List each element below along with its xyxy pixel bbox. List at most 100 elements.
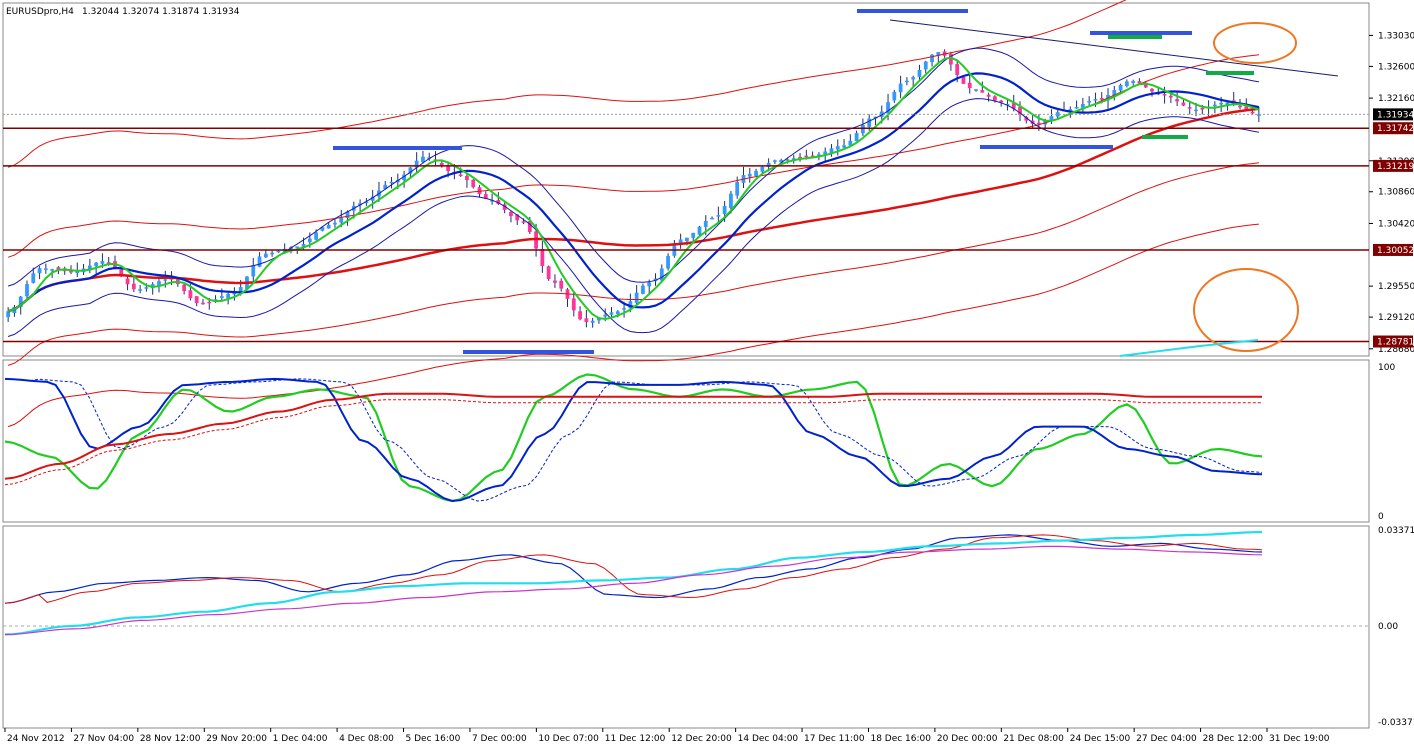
bull-candle bbox=[861, 124, 865, 134]
bull-candle bbox=[383, 184, 388, 190]
bull-candle bbox=[842, 145, 846, 148]
bear-candle bbox=[502, 204, 507, 210]
bull-candle bbox=[1055, 112, 1060, 117]
bull-candle bbox=[421, 156, 425, 163]
bull-candle bbox=[779, 159, 784, 163]
candles bbox=[6, 49, 1261, 328]
bear-candle bbox=[986, 94, 991, 97]
stochastic-green-line bbox=[4, 373, 1263, 503]
bear-candle bbox=[1187, 107, 1192, 109]
stochastic-signal-line bbox=[4, 378, 1263, 502]
bull-candle bbox=[766, 162, 771, 167]
bull-candle bbox=[716, 215, 721, 217]
bull-candle bbox=[251, 265, 256, 277]
bear-candle bbox=[1137, 81, 1142, 84]
bear-candle bbox=[1238, 105, 1242, 108]
price-level-box bbox=[1373, 335, 1413, 348]
oscillator-magenta-line bbox=[4, 545, 1263, 636]
oscillator-red-line bbox=[4, 534, 1263, 604]
stochastic-red-dashed-line bbox=[4, 399, 1262, 486]
bull-candle bbox=[892, 91, 897, 101]
bear-candle bbox=[578, 311, 582, 320]
bull-candle bbox=[144, 287, 149, 289]
bull-candle bbox=[307, 238, 312, 243]
bull-candle bbox=[226, 293, 231, 299]
price-level-box bbox=[1373, 159, 1413, 172]
bear-candle bbox=[1143, 82, 1148, 88]
bull-candle bbox=[917, 69, 922, 77]
bear-candle bbox=[119, 269, 124, 277]
bear-candle bbox=[527, 221, 532, 233]
time-tick-label: 28 Dec 12:00 bbox=[1203, 734, 1264, 744]
time-tick-label: 18 Dec 16:00 bbox=[870, 734, 931, 744]
bull-candle bbox=[270, 252, 274, 255]
time-tick-label: 17 Dec 11:00 bbox=[804, 734, 865, 744]
bull-candle bbox=[1080, 104, 1085, 108]
bull-candle bbox=[1118, 84, 1123, 91]
bull-candle bbox=[615, 311, 620, 315]
stochastic-blue-line bbox=[4, 377, 1263, 503]
bull-candle bbox=[760, 166, 765, 172]
bear-candle bbox=[810, 155, 815, 158]
time-tick-label: 14 Dec 04:00 bbox=[738, 734, 799, 744]
bull-candle bbox=[100, 261, 105, 264]
bear-candle bbox=[509, 211, 513, 217]
bear-candle bbox=[993, 96, 997, 101]
bull-candle bbox=[911, 77, 916, 80]
price-tick-label: 1.32160 bbox=[1378, 94, 1414, 104]
bull-candle bbox=[238, 287, 243, 295]
time-tick-label: 24 Dec 15:00 bbox=[1070, 734, 1131, 744]
bull-candle bbox=[276, 250, 281, 253]
bull-candle bbox=[697, 226, 702, 235]
bull-candle bbox=[232, 292, 237, 295]
bull-candle bbox=[1005, 103, 1010, 106]
cyan-ma-line bbox=[1119, 339, 1259, 357]
bull-candle bbox=[930, 54, 934, 63]
bull-candle bbox=[691, 232, 696, 238]
bear-candle bbox=[515, 214, 520, 221]
bull-candle bbox=[1043, 120, 1048, 125]
bull-candle bbox=[257, 256, 262, 267]
bear-candle bbox=[553, 280, 557, 283]
price-level-label: 1.31219 bbox=[1377, 162, 1414, 172]
bear-candle bbox=[1099, 98, 1104, 100]
axes-layer: 1.330301.326001.321601.312901.308601.304… bbox=[4, 31, 1414, 744]
bull-candle bbox=[1112, 90, 1117, 97]
bear-candle bbox=[804, 155, 809, 158]
bull-candle bbox=[710, 217, 714, 220]
bull-candle bbox=[1131, 81, 1136, 83]
bull-candle bbox=[923, 61, 928, 70]
bull-candle bbox=[219, 296, 224, 298]
bear-candle bbox=[961, 76, 966, 84]
oscillator-tick-label: 0.033718 bbox=[1378, 526, 1414, 536]
bull-candle bbox=[785, 159, 790, 161]
bull-candle bbox=[590, 320, 595, 323]
bull-candle bbox=[87, 265, 92, 271]
ma-fast-line bbox=[7, 56, 1260, 321]
bear-candle bbox=[1024, 117, 1029, 121]
bull-candle bbox=[905, 80, 909, 83]
bear-candle bbox=[584, 318, 589, 323]
bull-candle bbox=[75, 271, 80, 274]
bull-candle bbox=[886, 102, 890, 114]
bull-candle bbox=[339, 217, 344, 223]
bull-candle bbox=[703, 220, 708, 227]
bear-candle bbox=[496, 199, 501, 204]
bull-candle bbox=[37, 268, 42, 274]
ohlc-label: 1.32044 1.32074 1.31874 1.31934 bbox=[82, 7, 240, 17]
price-tick-label: 1.32600 bbox=[1378, 62, 1414, 72]
bull-candle bbox=[157, 281, 161, 286]
bull-candle bbox=[1093, 99, 1098, 101]
bull-candle bbox=[1087, 101, 1092, 103]
bear-candle bbox=[949, 53, 953, 65]
bull-candle bbox=[345, 211, 350, 219]
bull-candle bbox=[370, 196, 375, 201]
price-level-label: 1.31934 bbox=[1377, 110, 1414, 120]
bull-candle bbox=[358, 203, 362, 206]
highlight-ellipse bbox=[1193, 268, 1299, 352]
bull-candle bbox=[873, 116, 878, 119]
price-tick-label: 1.28680 bbox=[1378, 345, 1414, 355]
bear-candle bbox=[1168, 95, 1173, 98]
bear-candle bbox=[1018, 107, 1022, 115]
